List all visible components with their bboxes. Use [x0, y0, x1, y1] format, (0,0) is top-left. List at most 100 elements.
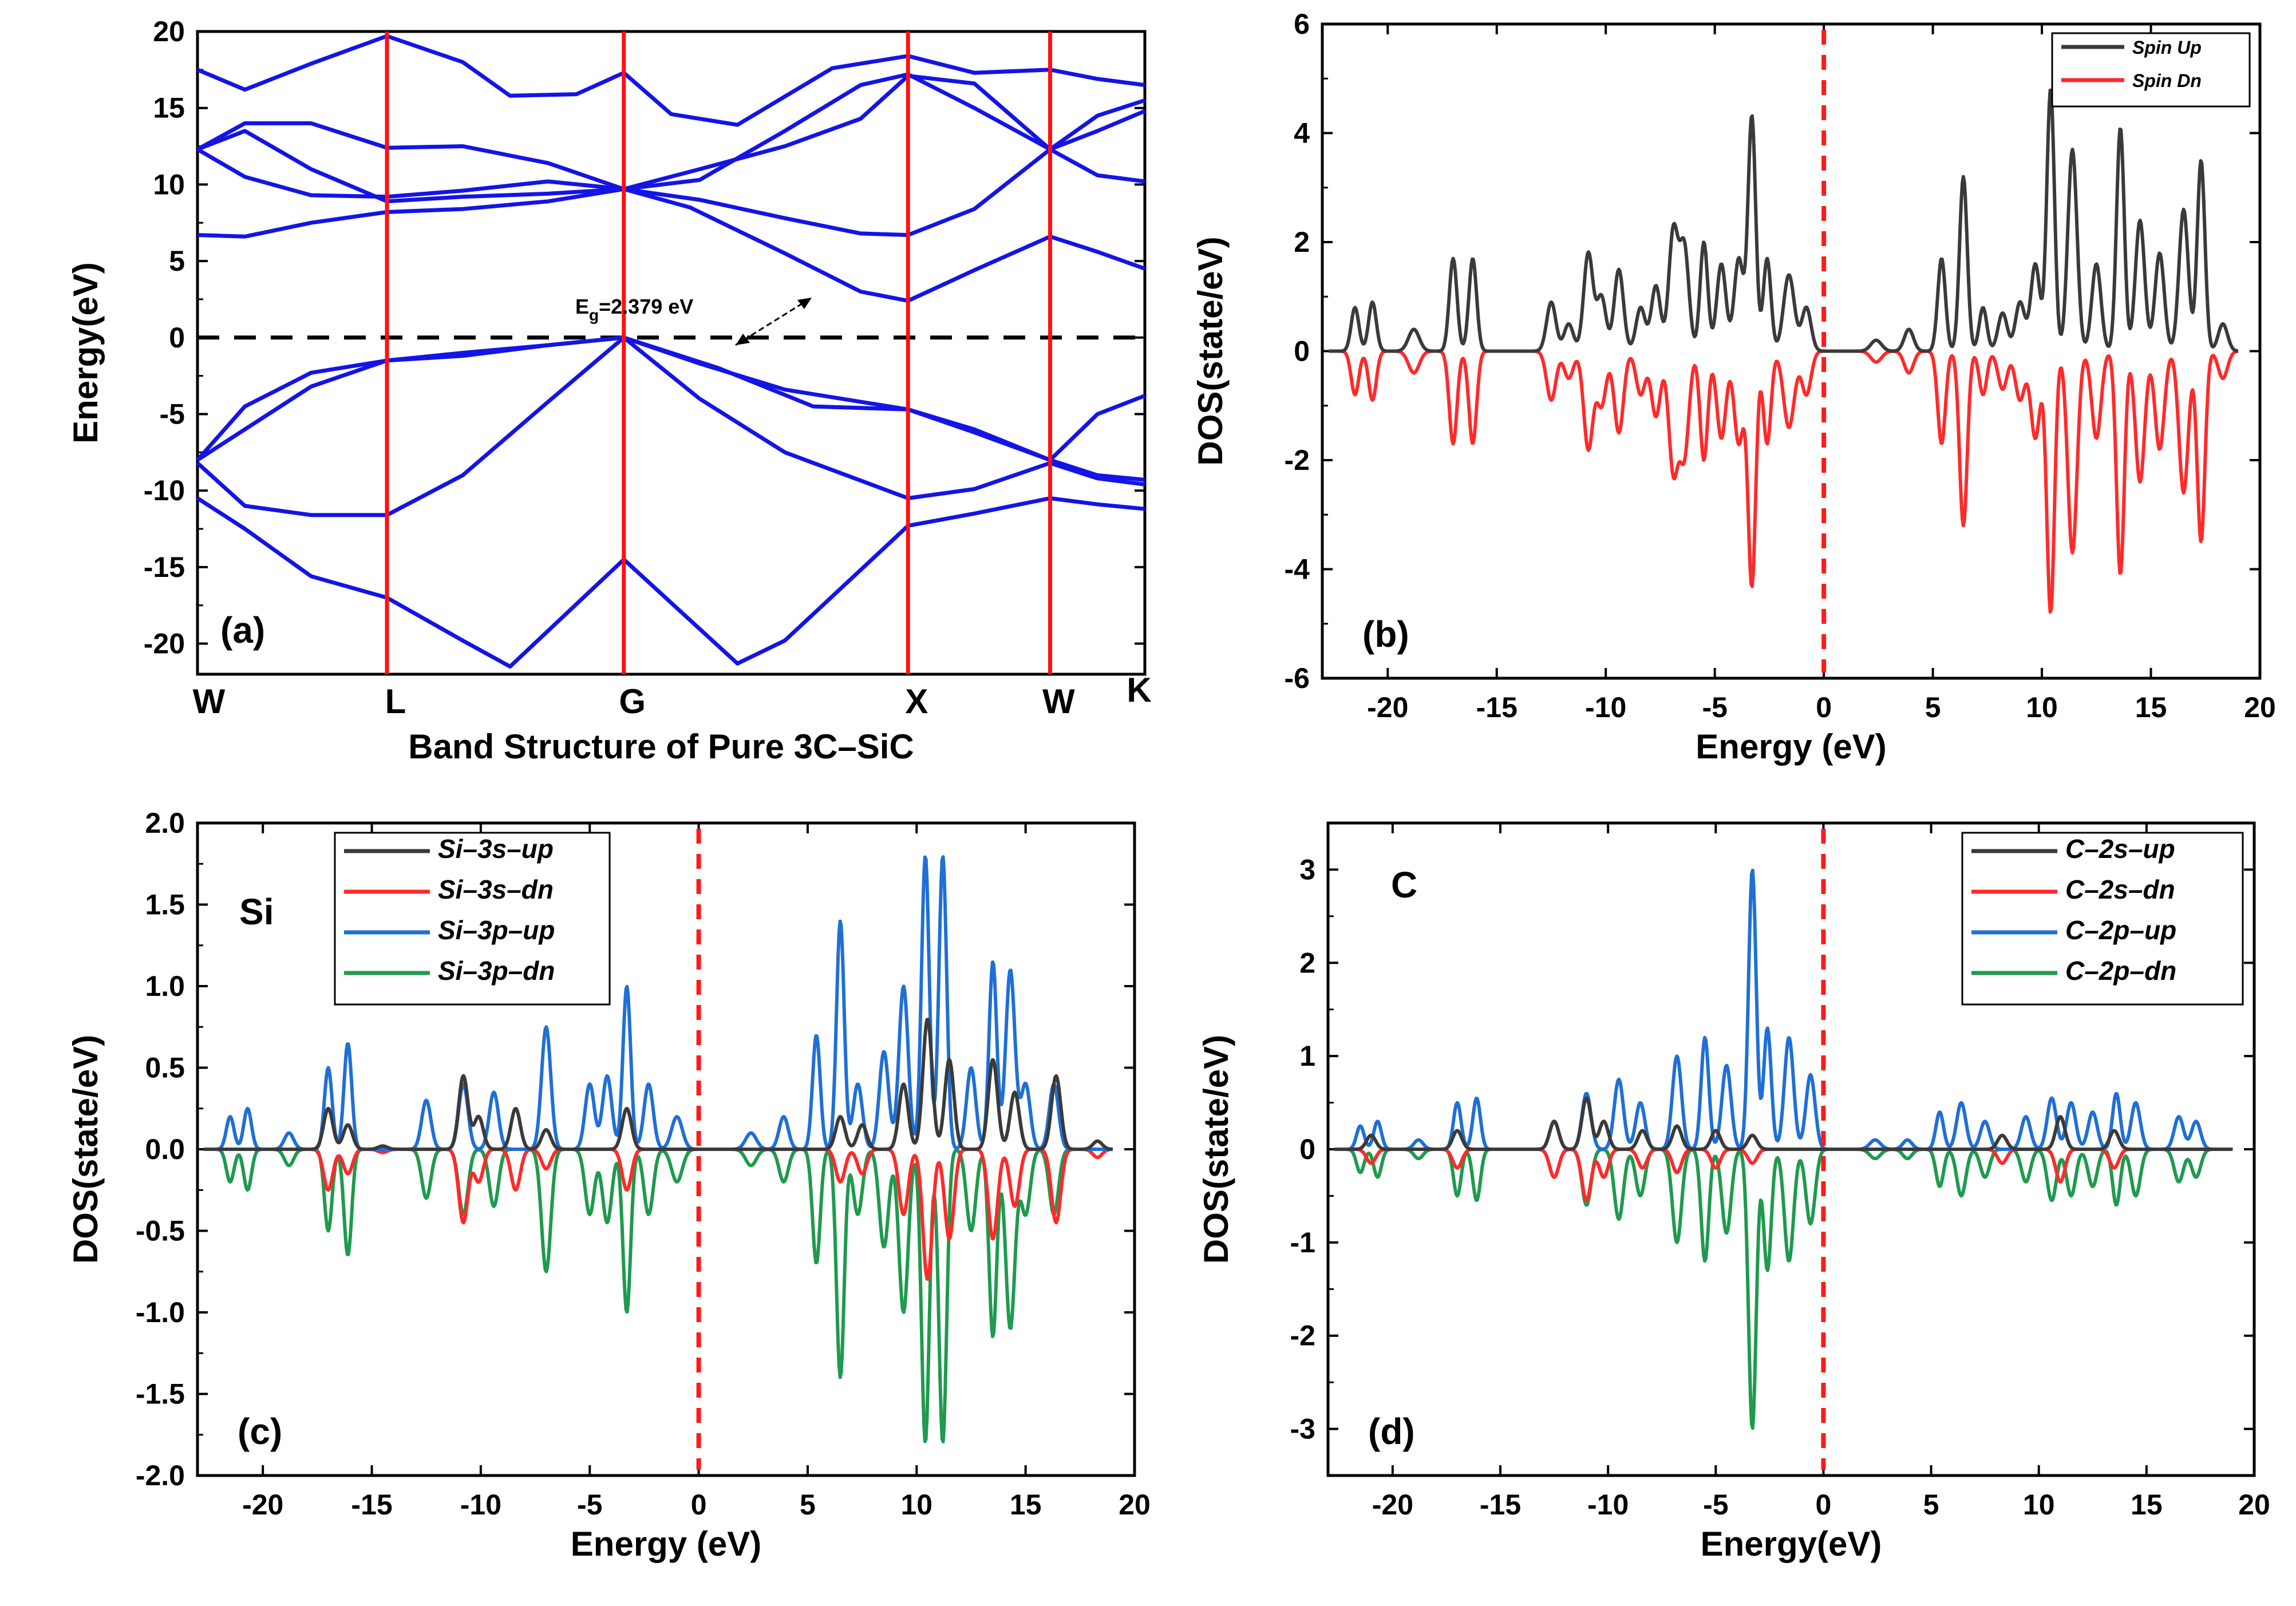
band-gap-arrowhead — [736, 334, 750, 345]
x-tick-label: -10 — [460, 1489, 501, 1521]
element-label: Si — [239, 891, 274, 932]
y-tick-label: -20 — [144, 628, 185, 660]
y-tick-label: 0.5 — [145, 1052, 185, 1084]
kpoint-label: W — [193, 682, 226, 721]
x-tick-label: -20 — [242, 1489, 283, 1521]
legend-box — [1961, 832, 2244, 1006]
panel-label: (d) — [1368, 1411, 1415, 1452]
x-tick-label: -15 — [1480, 1489, 1521, 1521]
y-tick-label: -2 — [1285, 444, 1310, 476]
band-line — [196, 34, 1145, 127]
kpoint-label: X — [905, 682, 928, 721]
y-tick-label: -1 — [1290, 1227, 1315, 1259]
x-tick-label: -10 — [1585, 691, 1626, 723]
y-tick-label: 20 — [153, 15, 185, 48]
y-tick-label: 1.0 — [145, 970, 185, 1002]
x-tick-label: -20 — [1372, 1489, 1413, 1521]
y-axis-label: DOS(state/eV) — [1197, 1035, 1235, 1264]
band-line — [196, 496, 1145, 669]
legend-entry: Spin Up — [2132, 37, 2202, 58]
legend-entry: C–2s–up — [2065, 834, 2175, 864]
y-tick-label: 0 — [1294, 335, 1310, 367]
x-tick-label: 20 — [1119, 1489, 1151, 1521]
dos-series-line — [203, 1018, 1114, 1151]
y-tick-label: 0 — [1299, 1133, 1315, 1165]
y-tick-label: 2 — [1299, 947, 1315, 979]
y-tick-label: -2.0 — [136, 1459, 185, 1492]
x-tick-label: 5 — [1923, 1489, 1939, 1521]
y-tick-label: 2 — [1294, 226, 1310, 258]
y-tick-label: -15 — [144, 551, 185, 583]
x-tick-label: -15 — [1476, 691, 1518, 723]
x-tick-label: -20 — [1367, 691, 1408, 723]
x-axis-label: Energy(eV) — [1701, 1525, 1882, 1563]
x-tick-label: -15 — [351, 1489, 392, 1521]
band-gap-value: =2.379 eV — [599, 295, 693, 318]
y-tick-label: -10 — [144, 474, 185, 507]
band-line — [196, 335, 1145, 517]
x-tick-label: 5 — [1925, 691, 1941, 723]
dos-series-line — [1328, 349, 2239, 614]
band-line — [197, 187, 1146, 303]
x-tick-label: 20 — [2244, 691, 2276, 723]
x-tick-label: -5 — [1702, 691, 1727, 723]
element-label: C — [1391, 864, 1417, 905]
x-tick-label: 20 — [2238, 1489, 2270, 1521]
dos-series-line — [1334, 868, 2234, 1151]
y-tick-label: 0 — [169, 322, 185, 354]
x-tick-label: 15 — [2131, 1489, 2163, 1521]
dos-series-line — [1334, 1148, 2234, 1430]
band-gap-symbol: E — [575, 295, 589, 318]
y-tick-label: -5 — [160, 398, 185, 430]
y-axis-label: DOS(state/eV) — [66, 1035, 105, 1264]
legend-entry: C–2s–dn — [2065, 875, 2175, 904]
band-gap-arrowhead — [797, 298, 812, 309]
legend-box — [334, 832, 611, 1006]
x-tick-label: 15 — [1010, 1489, 1042, 1521]
dos-series-line — [203, 1148, 1114, 1443]
x-tick-label: 10 — [2023, 1489, 2055, 1521]
x-tick-label: 0 — [1816, 691, 1832, 723]
band-line — [196, 109, 1146, 238]
band-line — [196, 335, 1145, 482]
y-tick-label: -4 — [1285, 553, 1310, 586]
kpoint-label: G — [619, 682, 646, 721]
kpoint-label: W — [1042, 682, 1075, 721]
band-line — [196, 72, 1145, 199]
x-tick-label: 15 — [2135, 691, 2167, 723]
kpoint-label: L — [385, 682, 406, 721]
x-axis-label: Energy (eV) — [571, 1525, 761, 1563]
x-tick-label: 0 — [1816, 1489, 1832, 1521]
legend-d: C–2s–up C–2s–dn C–2p–up C–2p–dn — [1961, 832, 2244, 1006]
y-tick-label: 2.0 — [145, 807, 185, 839]
y-tick-label: -3 — [1290, 1413, 1315, 1445]
y-tick-label: -6 — [1285, 662, 1310, 694]
x-tick-label: 10 — [900, 1489, 932, 1521]
band-structure-title: Band Structure of Pure 3C–SiC — [408, 727, 914, 766]
legend-entry: Si–3s–dn — [438, 875, 554, 904]
y-axis-label: DOS(state/eV) — [1191, 236, 1230, 465]
x-tick-label: 5 — [800, 1489, 816, 1521]
y-tick-label: -0.5 — [136, 1215, 185, 1247]
band-line — [196, 74, 1146, 204]
legend-c: Si–3s–up Si–3s–dn Si–3p–up Si–3p–dn — [334, 832, 611, 1006]
band-gap-arrow — [735, 296, 812, 346]
band-gap-annotation: Eg=2.379 eV — [575, 295, 693, 324]
legend-entry: Si–3p–up — [438, 915, 555, 945]
y-tick-label: 10 — [153, 168, 185, 200]
y-tick-label: 4 — [1294, 117, 1310, 149]
y-tick-label: 5 — [169, 245, 185, 277]
y-tick-label: 1.5 — [145, 889, 185, 921]
x-tick-label: -5 — [577, 1489, 602, 1521]
x-axis-label: Energy (eV) — [1696, 727, 1886, 766]
x-tick-label: -10 — [1587, 1489, 1629, 1521]
y-tick-label: 6 — [1294, 8, 1310, 40]
legend-entry: C–2p–up — [2065, 915, 2176, 945]
y-axis-label: Energy(eV) — [66, 262, 105, 444]
dos-series-line — [203, 855, 1114, 1151]
dos-series-line — [1328, 88, 2239, 353]
y-tick-label: -2 — [1290, 1320, 1315, 1352]
y-tick-label: 15 — [153, 92, 185, 124]
y-tick-label: -1.5 — [136, 1378, 185, 1410]
